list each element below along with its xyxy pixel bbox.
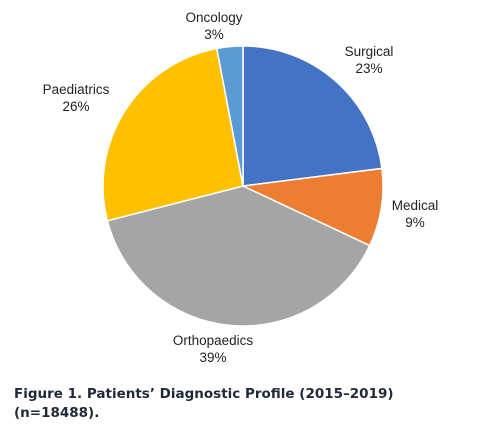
slice-name-medical: Medical — [392, 198, 439, 213]
slice-value-oncology: 3% — [204, 27, 224, 42]
figure-caption: Figure 1. Patients’ Diagnostic Profile (… — [14, 385, 484, 423]
slice-orthopaedics — [106, 185, 371, 327]
pie-chart: Surgical 23% Medical 9% Orthopaedics 39% Paedi… — [43, 10, 439, 365]
pie-slices — [102, 45, 384, 327]
slice-oncology — [215, 45, 244, 187]
slice-surgical — [242, 45, 383, 187]
slice-name-oncology: Oncology — [185, 10, 242, 25]
slice-value-orthopaedics: 39% — [199, 350, 226, 365]
slice-name-surgical: Surgical — [345, 44, 394, 59]
slice-name-paediatrics: Paediatrics — [43, 82, 110, 97]
slice-medical — [240, 167, 384, 247]
slice-value-surgical: 23% — [355, 61, 382, 76]
caption-line-2: (n=18488). — [14, 405, 100, 421]
caption-line-1: Figure 1. Patients’ Diagnostic Profile (… — [14, 386, 394, 402]
slice-paediatrics — [102, 47, 244, 222]
pie-chart-container: Surgical 23% Medical 9% Orthopaedics 39% Paedi… — [43, 10, 439, 365]
pie-labels: Surgical 23% Medical 9% Orthopaedics 39% Paedi… — [43, 10, 439, 365]
slice-name-orthopaedics: Orthopaedics — [173, 333, 254, 348]
slice-value-medical: 9% — [405, 215, 425, 230]
slice-value-paediatrics: 26% — [62, 99, 89, 114]
